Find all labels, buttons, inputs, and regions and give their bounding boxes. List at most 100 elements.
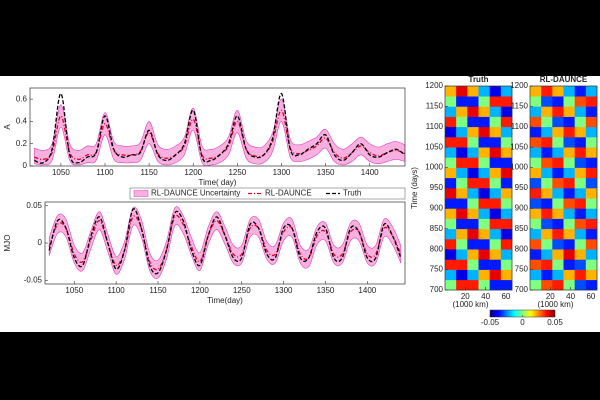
heat-cell bbox=[585, 249, 598, 260]
heat-cell bbox=[552, 249, 564, 260]
heat-cell bbox=[489, 157, 502, 168]
legend-label: Truth bbox=[343, 189, 361, 198]
panel-title: Truth bbox=[469, 75, 489, 84]
heat-cell bbox=[541, 157, 553, 168]
heat-cell bbox=[563, 218, 575, 230]
heat-cell bbox=[500, 208, 513, 219]
heat-cell bbox=[500, 249, 513, 260]
axes-frame bbox=[29, 87, 406, 167]
heat-cell bbox=[456, 126, 468, 138]
heat-cell bbox=[530, 106, 542, 117]
heat-cell bbox=[541, 96, 553, 107]
heat-cell bbox=[541, 228, 553, 240]
y-tick-label: 1000 bbox=[425, 163, 443, 172]
heat-cell bbox=[478, 157, 490, 168]
heat-cell bbox=[552, 228, 564, 240]
heat-cell bbox=[585, 228, 598, 240]
heat-cell bbox=[585, 259, 598, 270]
x-tick-label: 1150 bbox=[149, 286, 167, 295]
legend-label: RL-DAUNCE Uncertainty bbox=[151, 189, 240, 198]
heat-cell bbox=[574, 218, 587, 230]
heat-cell bbox=[478, 188, 490, 199]
heat-cell bbox=[500, 86, 513, 97]
series-line bbox=[48, 208, 402, 275]
heat-cell bbox=[478, 177, 490, 189]
heat-cell bbox=[445, 259, 457, 270]
y-tick-label: 0 bbox=[38, 238, 43, 247]
colorbar-tick-label: 0.05 bbox=[547, 318, 563, 327]
heat-cell bbox=[500, 106, 513, 117]
uncertainty-band bbox=[34, 98, 405, 166]
heat-cell bbox=[563, 157, 575, 168]
heat-cell bbox=[467, 198, 479, 209]
heat-cell bbox=[552, 106, 564, 117]
heat-cell bbox=[456, 167, 468, 179]
y-tick-label: -0.05 bbox=[24, 275, 43, 284]
heat-cell bbox=[585, 167, 598, 179]
heat-cell bbox=[489, 96, 502, 107]
colorbar-tick-label: -0.05 bbox=[481, 318, 500, 327]
heat-cell bbox=[456, 279, 468, 291]
y-axis-label: A bbox=[3, 124, 12, 130]
x-tick-label: 1400 bbox=[358, 286, 376, 295]
plot-area bbox=[34, 92, 405, 166]
heat-cell bbox=[530, 208, 542, 219]
heat-cell bbox=[574, 96, 587, 107]
heat-cell bbox=[530, 86, 542, 97]
heat-cell bbox=[445, 269, 457, 281]
heat-cell bbox=[500, 188, 513, 199]
x-tick-label: 1300 bbox=[275, 286, 293, 295]
heat-cell bbox=[563, 239, 575, 250]
heat-cell bbox=[541, 218, 553, 230]
heat-cell bbox=[445, 279, 457, 291]
heat-cell bbox=[445, 167, 457, 179]
heat-cell bbox=[500, 157, 513, 168]
heat-cell bbox=[467, 147, 479, 158]
heat-cell bbox=[445, 137, 457, 148]
y-tick-label: 0.2 bbox=[16, 139, 28, 148]
heat-cell bbox=[563, 228, 575, 240]
heat-cell bbox=[541, 147, 553, 158]
heat-cell bbox=[530, 177, 542, 189]
x-tick-label: 40 bbox=[481, 292, 490, 301]
heat-cell bbox=[467, 188, 479, 199]
y-tick-label: 1150 bbox=[511, 102, 529, 111]
x-tick-label: 1350 bbox=[317, 168, 335, 177]
colorbar-tick-label: 0 bbox=[520, 318, 525, 327]
heat-cell bbox=[585, 218, 598, 230]
heat-cell bbox=[563, 126, 575, 138]
heat-cell bbox=[585, 137, 598, 148]
heat-cell bbox=[500, 167, 513, 179]
heat-cell bbox=[574, 157, 587, 168]
heat-cell bbox=[456, 106, 468, 117]
heat-cell bbox=[456, 239, 468, 250]
heat-cell bbox=[530, 279, 542, 291]
heat-cell bbox=[530, 188, 542, 199]
heat-cell bbox=[585, 269, 598, 281]
heat-cell bbox=[478, 116, 490, 128]
x-tick-label: 20 bbox=[461, 292, 470, 301]
heat-cell bbox=[574, 208, 587, 219]
heat-cell bbox=[467, 157, 479, 168]
heat-cell bbox=[574, 137, 587, 148]
y-tick-label: 700 bbox=[515, 285, 529, 294]
heat-cell bbox=[541, 249, 553, 260]
heat-cell bbox=[530, 126, 542, 138]
heat-cell bbox=[552, 126, 564, 138]
heat-cell bbox=[489, 188, 502, 199]
y-tick-label: 0.4 bbox=[16, 117, 28, 126]
heat-cell bbox=[530, 198, 542, 209]
heat-cell bbox=[530, 239, 542, 250]
heat-cell bbox=[489, 86, 502, 97]
x-tick-label: 60 bbox=[501, 292, 510, 301]
heat-cell bbox=[478, 218, 490, 230]
heat-cell bbox=[530, 137, 542, 148]
heat-cell bbox=[585, 198, 598, 209]
heat-cell bbox=[530, 228, 542, 240]
heat-cell bbox=[541, 208, 553, 219]
x-tick-label: 40 bbox=[566, 292, 575, 301]
heat-cell bbox=[541, 198, 553, 209]
heat-cell bbox=[467, 259, 479, 270]
x-tick-label: 1300 bbox=[273, 168, 291, 177]
heat-cell bbox=[467, 228, 479, 240]
